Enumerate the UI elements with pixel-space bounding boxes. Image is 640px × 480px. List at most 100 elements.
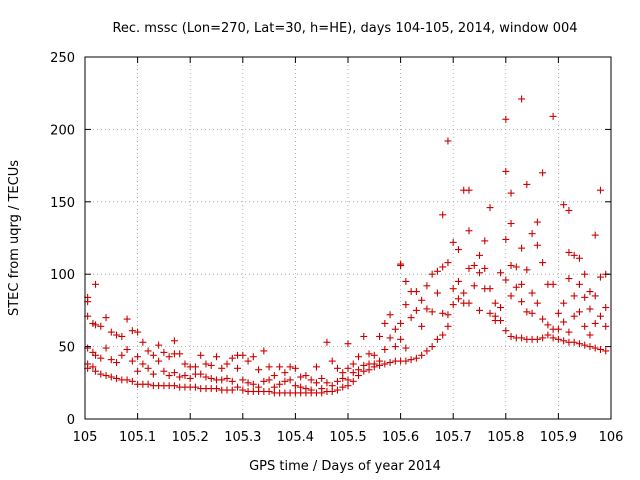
data-point [502,115,510,123]
data-point [507,292,515,300]
data-point [528,309,536,317]
x-tick-label: 105.4 [277,430,314,445]
data-point [444,311,452,319]
x-tick-label: 105.1 [119,430,156,445]
data-point [207,374,215,382]
data-point [144,347,152,355]
data-point [239,376,247,384]
data-point [465,227,473,235]
data-point [565,328,573,336]
data-point [128,377,136,385]
data-point [144,380,152,388]
data-point [391,343,399,351]
data-point [333,377,341,385]
data-point [92,280,100,288]
data-point [139,360,147,368]
data-point [412,288,420,296]
data-point [433,335,441,343]
data-point [533,299,541,307]
data-point [560,337,568,345]
data-point [412,354,420,362]
x-tick-label: 105.8 [487,430,524,445]
y-tick-label: 150 [50,196,75,211]
data-point [107,373,115,381]
data-point [575,340,583,348]
data-point [139,338,147,346]
data-point [155,357,163,365]
data-point [176,350,184,358]
data-point [344,382,352,390]
data-points [84,95,610,397]
data-point [202,373,210,381]
data-point [418,322,426,330]
data-point [402,301,410,309]
data-point [276,363,284,371]
data-point [370,351,378,359]
data-point [286,376,294,384]
data-point [591,319,599,327]
data-point [265,387,273,395]
data-point [355,372,363,380]
data-point [349,360,357,368]
data-point [518,95,526,103]
data-point [554,309,562,317]
data-point [281,369,289,377]
data-point [539,334,547,342]
data-point [533,335,541,343]
data-point [244,357,252,365]
data-point [518,298,526,306]
data-point [302,372,310,380]
data-point [107,356,115,364]
data-point [449,301,457,309]
data-point [454,277,462,285]
data-point [270,372,278,380]
data-point [118,332,126,340]
data-point [349,377,357,385]
data-point [344,364,352,372]
axis-ticks: 105 105.1 105.2 105.3 105.4 105.5 105.6 105.7 10… [50,51,623,445]
data-point [102,372,110,380]
data-point [554,325,562,333]
data-point [586,331,594,339]
x-tick-label: 105.7 [435,430,472,445]
data-point [444,322,452,330]
data-point [560,201,568,209]
data-point [497,317,505,325]
data-point [544,321,552,329]
data-point [486,285,494,293]
data-point [523,308,531,316]
data-point [486,309,494,317]
data-point [176,373,184,381]
data-point [286,363,294,371]
data-point [123,315,131,323]
data-point [328,387,336,395]
data-point [113,374,121,382]
data-point [412,306,420,314]
data-point [318,374,326,382]
data-point [465,264,473,272]
data-point [249,353,257,361]
data-point [165,372,173,380]
data-point [565,248,573,256]
data-point [491,299,499,307]
data-point [291,364,299,372]
data-point [570,292,578,300]
data-point [402,277,410,285]
data-point [134,353,142,361]
data-point [213,385,220,393]
data-point [381,319,389,327]
data-point [155,341,163,349]
data-point [339,374,347,382]
data-point [433,267,441,275]
data-point [365,366,373,374]
data-point [596,273,604,281]
data-point [602,322,610,330]
data-point [107,328,115,336]
data-point [444,137,452,145]
data-point [465,299,473,307]
data-point [586,343,594,351]
data-point [539,315,547,323]
data-point [333,364,341,372]
data-point [502,235,510,243]
data-point [439,263,447,271]
